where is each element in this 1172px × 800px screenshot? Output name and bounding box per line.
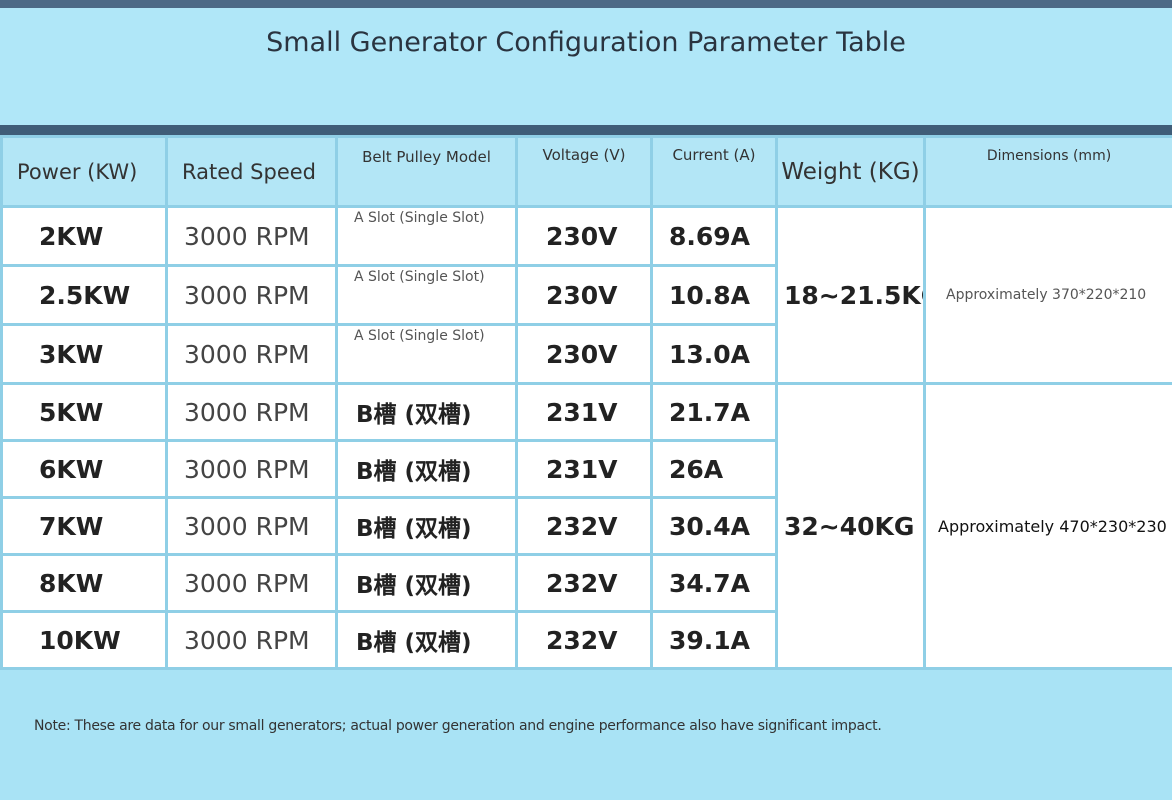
table-cell: 232V	[515, 553, 653, 613]
table-cell: 230V	[515, 264, 653, 326]
parameter-table: Power (KW) Rated Speed Belt Pulley Model Vo…	[0, 135, 1172, 670]
column-header: Power (KW)	[0, 135, 168, 208]
table-cell: 2KW	[0, 205, 168, 267]
table-cell: 3000 RPM	[165, 610, 338, 670]
table-cell: B槽 (双槽)	[335, 610, 518, 670]
note: Note: These are data for our small gener…	[34, 718, 882, 734]
table-cell: B槽 (双槽)	[335, 496, 518, 556]
table-cell: A Slot (Single Slot)	[335, 264, 518, 326]
table-cell: 6KW	[0, 439, 168, 499]
table-row: 8KW 3000 RPM B槽 (双槽) 232V 34.7A	[0, 553, 1172, 613]
table-row: 7KW 3000 RPM B槽 (双槽) 232V 30.4A	[0, 496, 1172, 556]
table-cell: 2.5KW	[0, 264, 168, 326]
table-cell: 7KW	[0, 496, 168, 556]
column-header: Belt Pulley Model	[335, 135, 518, 208]
table-cell: B槽 (双槽)	[335, 382, 518, 442]
table-cell: 230V	[515, 323, 653, 385]
table-cell: 39.1A	[650, 610, 778, 670]
table-cell: 3KW	[0, 323, 168, 385]
table-cell: 231V	[515, 382, 653, 442]
table-cell: A Slot (Single Slot)	[335, 205, 518, 267]
table-cell: 21.7A	[650, 382, 778, 442]
column-header: Weight (KG)	[775, 135, 926, 208]
table-row: 10KW 3000 RPM B槽 (双槽) 232V 39.1A	[0, 610, 1172, 670]
table-cell: 3000 RPM	[165, 553, 338, 613]
table-cell: 5KW	[0, 382, 168, 442]
title: Small Generator Configuration Parameter …	[0, 8, 1172, 125]
weight-cell: 32~40KG	[775, 382, 926, 670]
table-row: 6KW 3000 RPM B槽 (双槽) 231V 26A	[0, 439, 1172, 499]
table-cell: A Slot (Single Slot)	[335, 323, 518, 385]
dimensions-cell: Approximately 370*220*210	[923, 205, 1172, 385]
table-row: 2KW 3000 RPM A Slot (Single Slot) 230V 8.69A…	[0, 205, 1172, 385]
table-cell: 8KW	[0, 553, 168, 613]
table-row: 5KW 3000 RPM B槽 (双槽) 231V 21.7A 32~40KG Approx…	[0, 382, 1172, 670]
table-cell: 3000 RPM	[165, 439, 338, 499]
table-cell: 13.0A	[650, 323, 778, 385]
table-cell: 34.7A	[650, 553, 778, 613]
table-cell: 30.4A	[650, 496, 778, 556]
table-cell: 3000 RPM	[165, 496, 338, 556]
table-cell: 3000 RPM	[165, 205, 338, 267]
column-header: Voltage (V)	[515, 135, 653, 208]
table-cell: 3000 RPM	[165, 264, 338, 326]
column-header: Current (A)	[650, 135, 778, 208]
table-cell: B槽 (双槽)	[335, 553, 518, 613]
column-header: Dimensions (mm)	[923, 135, 1172, 208]
divider-band	[0, 125, 1172, 135]
table-cell: 232V	[515, 610, 653, 670]
table-cell: 10.8A	[650, 264, 778, 326]
table-cell: 8.69A	[650, 205, 778, 267]
dimensions-cell: Approximately 470*230*230	[923, 382, 1172, 670]
table-cell: 3000 RPM	[165, 382, 338, 442]
table-cell: 231V	[515, 439, 653, 499]
table-row: 2.5KW 3000 RPM A Slot (Single Slot) 230V 10.…	[0, 264, 1172, 326]
table-cell: 26A	[650, 439, 778, 499]
column-header: Rated Speed	[165, 135, 338, 208]
table-cell: 3000 RPM	[165, 323, 338, 385]
table-cell: 232V	[515, 496, 653, 556]
table-cell: 10KW	[0, 610, 168, 670]
top-bar	[0, 0, 1172, 8]
table-cell: 230V	[515, 205, 653, 267]
header-row: Power (KW) Rated Speed Belt Pulley Model Vo…	[0, 135, 1172, 208]
weight-cell: 18~21.5KG	[775, 205, 926, 385]
table-cell: B槽 (双槽)	[335, 439, 518, 499]
table-row: 3KW 3000 RPM A Slot (Single Slot) 230V 13.0A	[0, 323, 1172, 385]
